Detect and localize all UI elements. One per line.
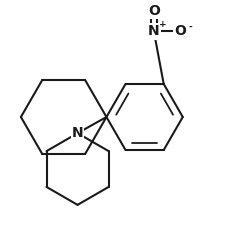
Text: N: N <box>148 24 160 38</box>
Text: O: O <box>148 4 160 18</box>
Text: +: + <box>159 20 167 29</box>
Text: O: O <box>174 24 186 38</box>
Text: N: N <box>72 126 83 140</box>
Text: -: - <box>188 23 192 32</box>
